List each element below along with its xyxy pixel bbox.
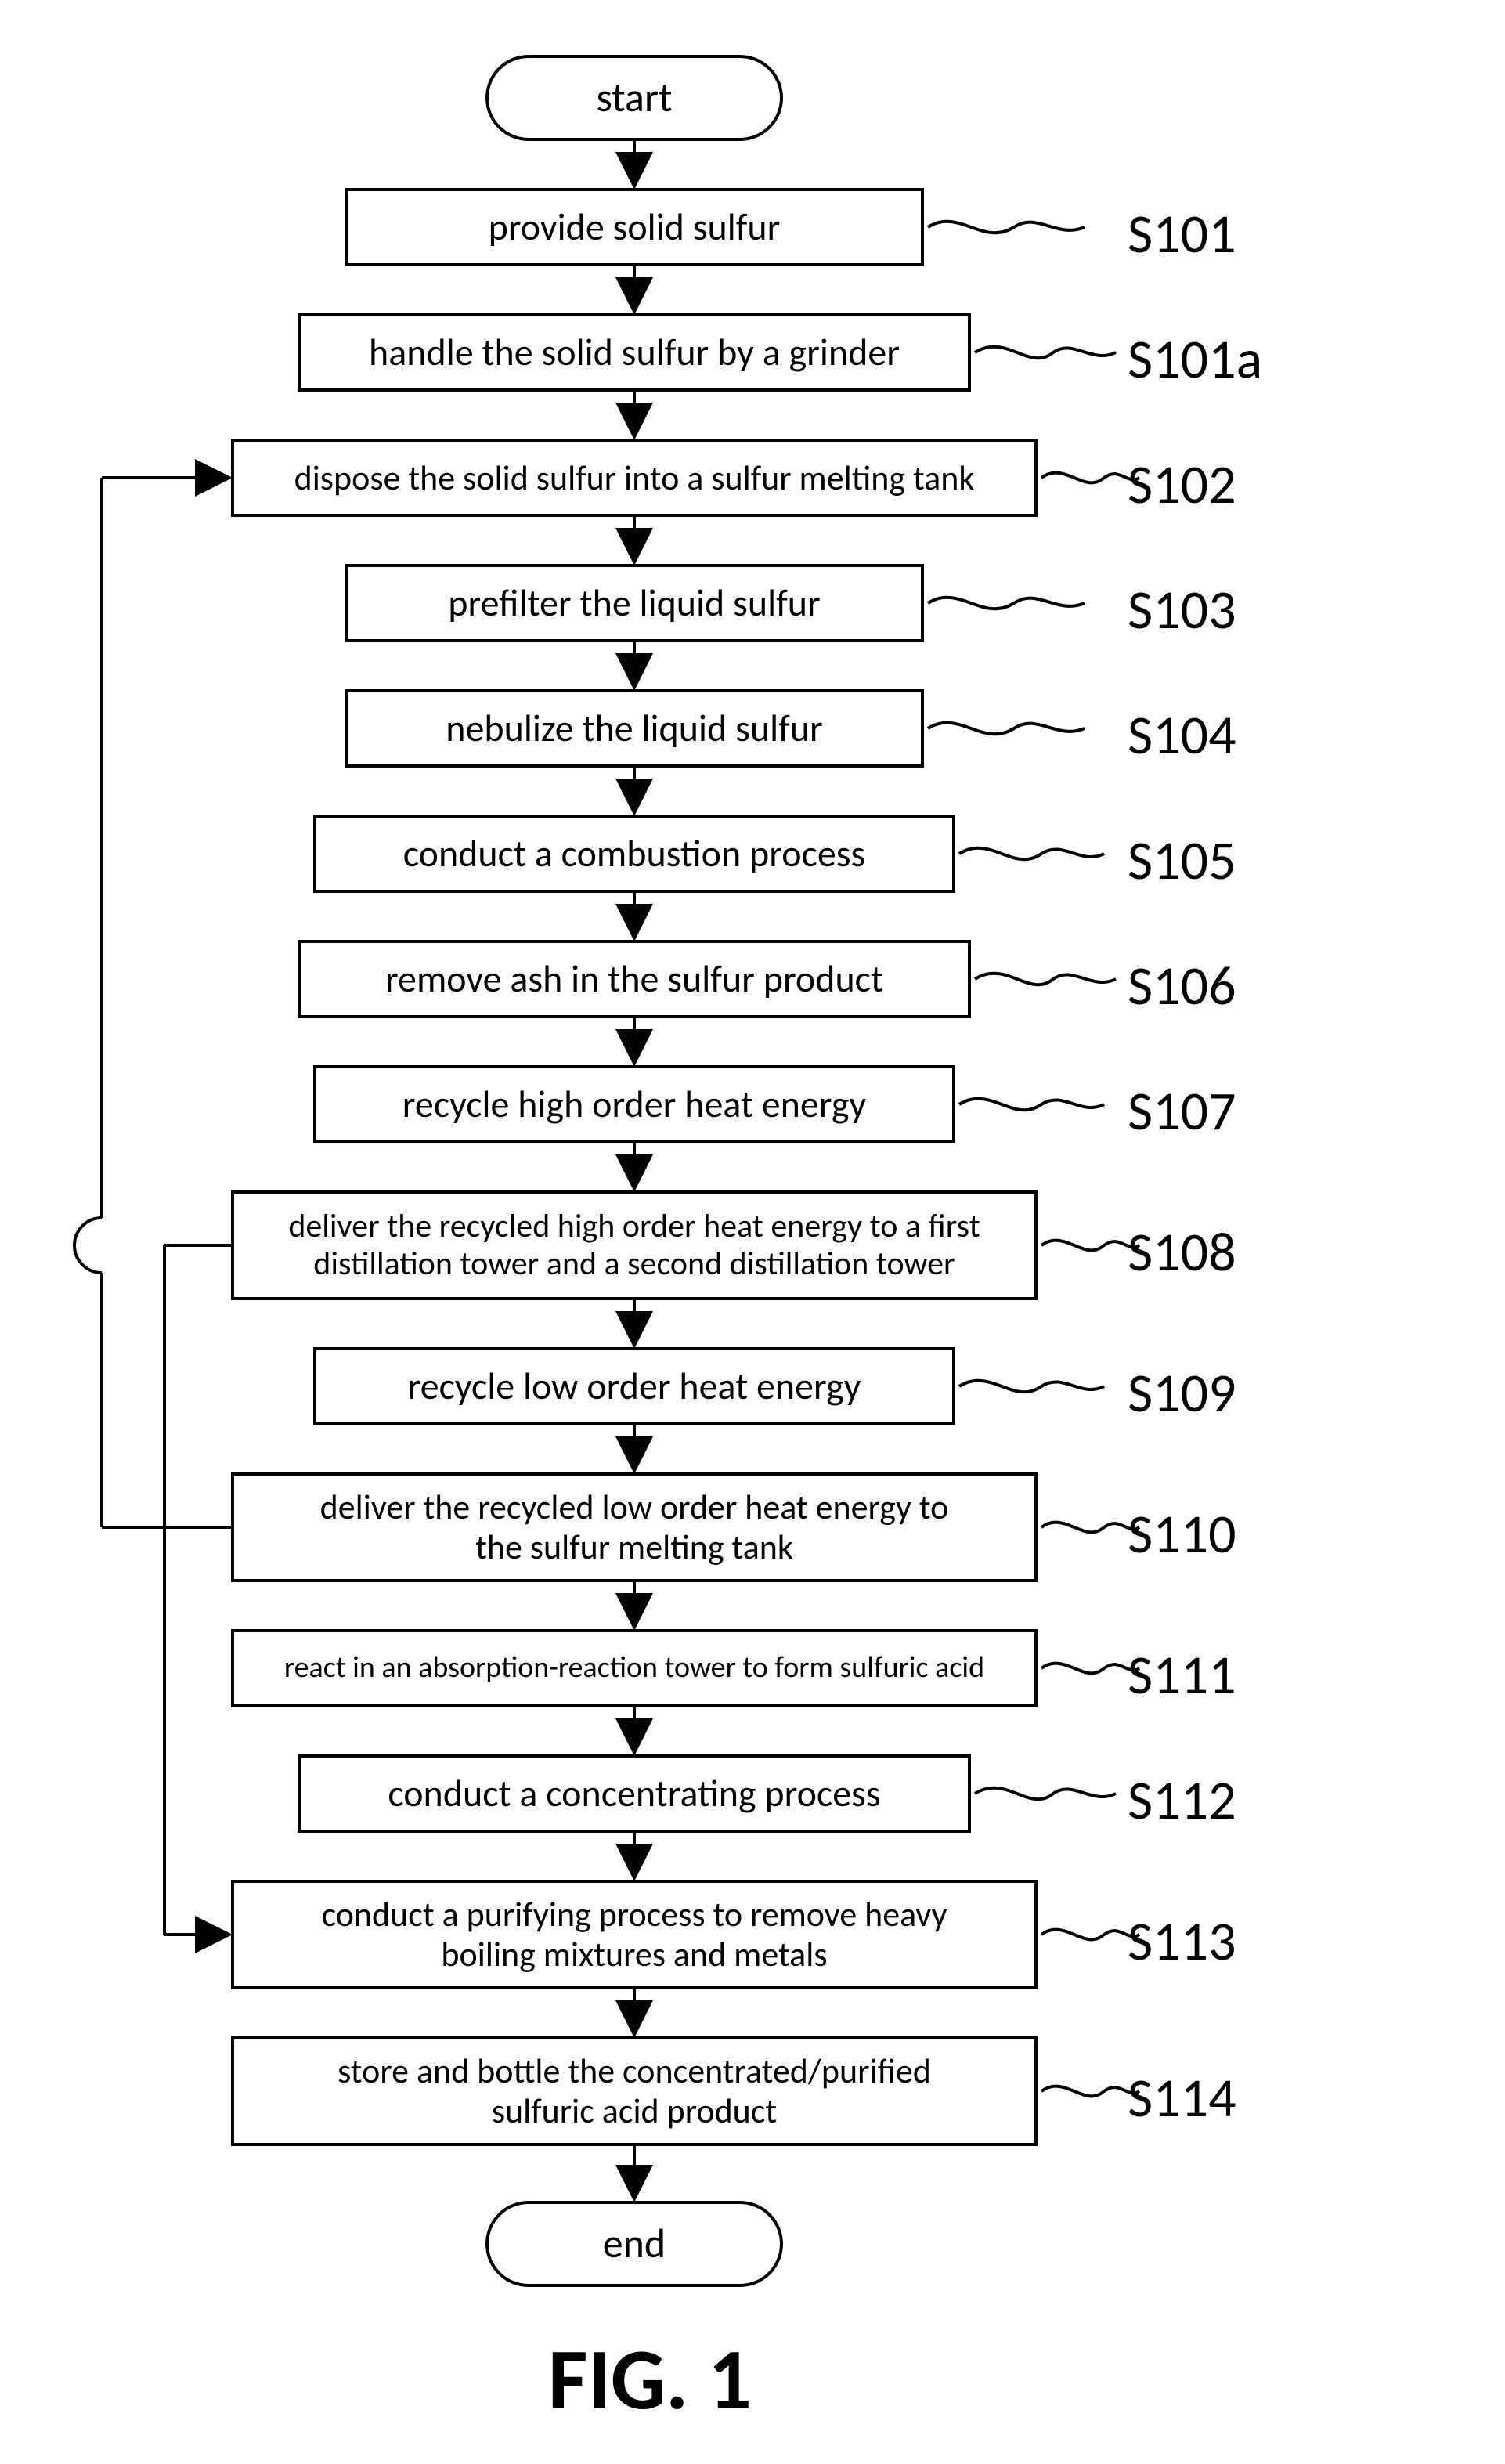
step-id-label: S102 <box>1128 450 1236 518</box>
step-text: dispose the solid sulfur into a sulfur m… <box>294 458 975 498</box>
step-S105: conduct a combustion process <box>313 815 955 893</box>
feedback-S108-to-S113 <box>164 1245 231 1935</box>
step-id-label: S107 <box>1128 1077 1236 1144</box>
step-S109: recycle low order heat energy <box>313 1347 955 1425</box>
step-text: deliver the recycled high order heat ene… <box>288 1208 980 1284</box>
step-text: recycle low order heat energy <box>408 1364 861 1407</box>
step-text: prefilter the liquid sulfur <box>448 581 820 624</box>
step-id-label: S108 <box>1128 1218 1236 1285</box>
step-text: handle the solid sulfur by a grinder <box>369 331 900 374</box>
terminal-start: start <box>485 55 783 141</box>
step-text: react in an absorption-reaction tower to… <box>284 1651 984 1685</box>
step-text: conduct a concentrating process <box>388 1772 880 1815</box>
step-S106: remove ash in the sulfur product <box>298 940 971 1018</box>
step-S101: provide solid sulfur <box>345 188 924 266</box>
step-id-label: S113 <box>1128 1907 1236 1974</box>
feedback-S110-to-S102 <box>74 478 231 1527</box>
terminal-end-text: end <box>603 2220 666 2267</box>
step-text: nebulize the liquid sulfur <box>446 706 822 750</box>
step-text: deliver the recycled low order heat ener… <box>320 1487 949 1566</box>
step-S110: deliver the recycled low order heat ener… <box>231 1472 1038 1582</box>
step-S103: prefilter the liquid sulfur <box>345 564 924 642</box>
terminal-end: end <box>485 2201 783 2287</box>
step-id-label: S110 <box>1128 1500 1236 1567</box>
figure-label: FIG. 1 <box>548 2326 752 2432</box>
step-text: recycle high order heat energy <box>402 1082 866 1125</box>
step-id-label: S104 <box>1128 701 1236 768</box>
step-id-label: S111 <box>1128 1641 1236 1708</box>
step-S108: deliver the recycled high order heat ene… <box>231 1190 1038 1300</box>
terminal-start-text: start <box>597 74 673 121</box>
step-id-label: S109 <box>1128 1359 1236 1426</box>
step-S111: react in an absorption-reaction tower to… <box>231 1629 1038 1707</box>
step-id-label: S105 <box>1128 826 1236 894</box>
step-S114: store and bottle the concentrated/purifi… <box>231 2036 1038 2146</box>
step-id-label: S101a <box>1128 325 1262 392</box>
step-text: conduct a purifying process to remove he… <box>322 1895 947 1974</box>
step-text: provide solid sulfur <box>489 205 781 248</box>
step-S113: conduct a purifying process to remove he… <box>231 1880 1038 1989</box>
step-id-label: S106 <box>1128 952 1236 1019</box>
step-S101a: handle the solid sulfur by a grinder <box>298 313 971 392</box>
step-id-label: S112 <box>1128 1766 1236 1834</box>
step-S102: dispose the solid sulfur into a sulfur m… <box>231 439 1038 517</box>
step-id-label: S103 <box>1128 576 1236 643</box>
step-S104: nebulize the liquid sulfur <box>345 689 924 768</box>
step-text: conduct a combustion process <box>403 832 866 875</box>
step-text: remove ash in the sulfur product <box>385 957 883 1000</box>
step-S112: conduct a concentrating process <box>298 1754 971 1833</box>
flowchart-canvas: start end provide solid sulfur handle th… <box>0 0 1505 2464</box>
step-S107: recycle high order heat energy <box>313 1065 955 1143</box>
step-id-label: S114 <box>1128 2064 1236 2131</box>
step-text: store and bottle the concentrated/purifi… <box>337 2051 931 2130</box>
step-id-label: S101 <box>1128 200 1236 267</box>
